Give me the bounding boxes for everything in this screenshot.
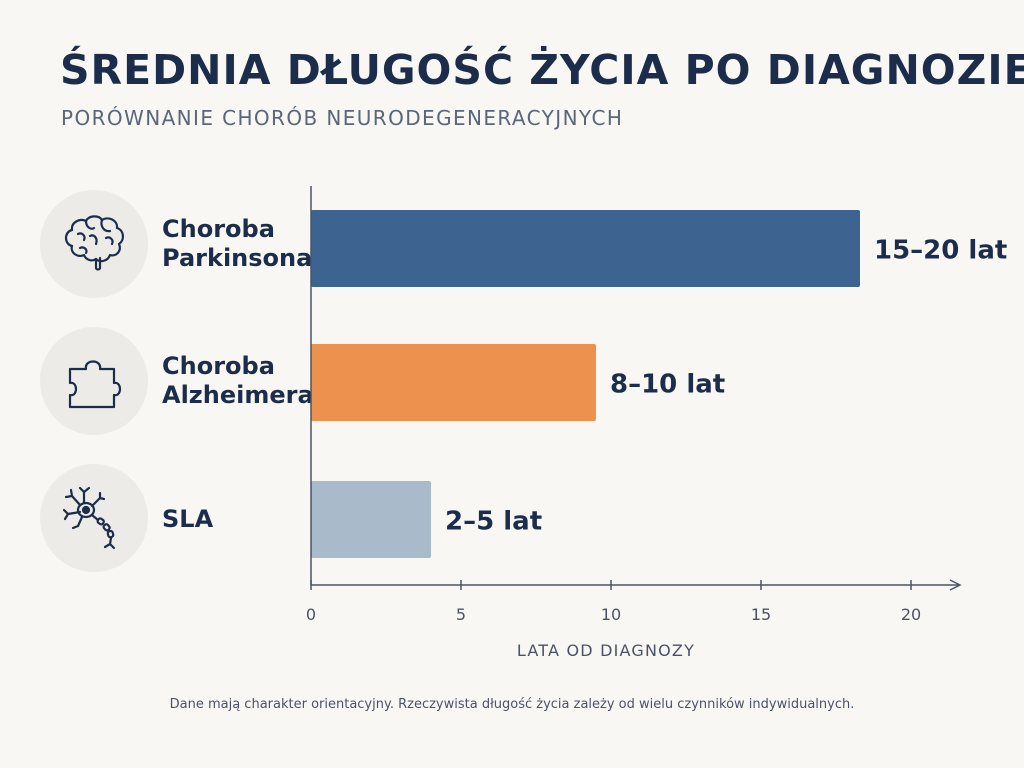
neuron-icon-circle xyxy=(40,464,148,572)
row-label-sla: SLA xyxy=(162,505,213,534)
data-label: 2–5 lat xyxy=(445,507,542,537)
bar xyxy=(311,210,860,287)
puzzle-piece-icon xyxy=(68,360,122,409)
row-label-alzheimer: Choroba Alzheimera xyxy=(162,352,314,410)
row-label-line: Choroba xyxy=(162,352,275,380)
x-tick-label: 5 xyxy=(456,605,466,624)
bar xyxy=(311,344,596,421)
x-axis-arrow xyxy=(949,579,962,591)
neuron-icon xyxy=(62,486,116,550)
row-label-line: Alzheimera xyxy=(162,381,314,409)
x-tick-label: 20 xyxy=(901,605,921,624)
x-tick-label: 0 xyxy=(306,605,316,624)
page-title: ŚREDNIA DŁUGOŚĆ ŻYCIA PO DIAGNOZIE xyxy=(60,46,1024,94)
data-label: 8–10 lat xyxy=(610,370,725,400)
brain-icon-circle xyxy=(40,190,148,298)
row-label-line: SLA xyxy=(162,505,214,533)
row-label-line: Choroba xyxy=(162,215,275,243)
footnote: Dane mają charakter orientacyjny. Rzeczy… xyxy=(169,697,855,712)
row-label-parkinson: Choroba Parkinsona xyxy=(162,215,312,273)
row-label-line: Parkinsona xyxy=(162,244,313,272)
puzzle-icon-circle xyxy=(40,327,148,435)
brain-icon xyxy=(64,215,124,271)
bar xyxy=(311,481,431,558)
data-label: 15–20 lat xyxy=(874,236,1007,266)
page-subtitle: PORÓWNANIE CHORÓB NEURODEGENERACYJNYCH xyxy=(61,106,624,130)
x-axis-title: LATA OD DIAGNOZY xyxy=(517,641,695,660)
x-tick-label: 10 xyxy=(601,605,621,624)
x-tick-label: 15 xyxy=(751,605,771,624)
